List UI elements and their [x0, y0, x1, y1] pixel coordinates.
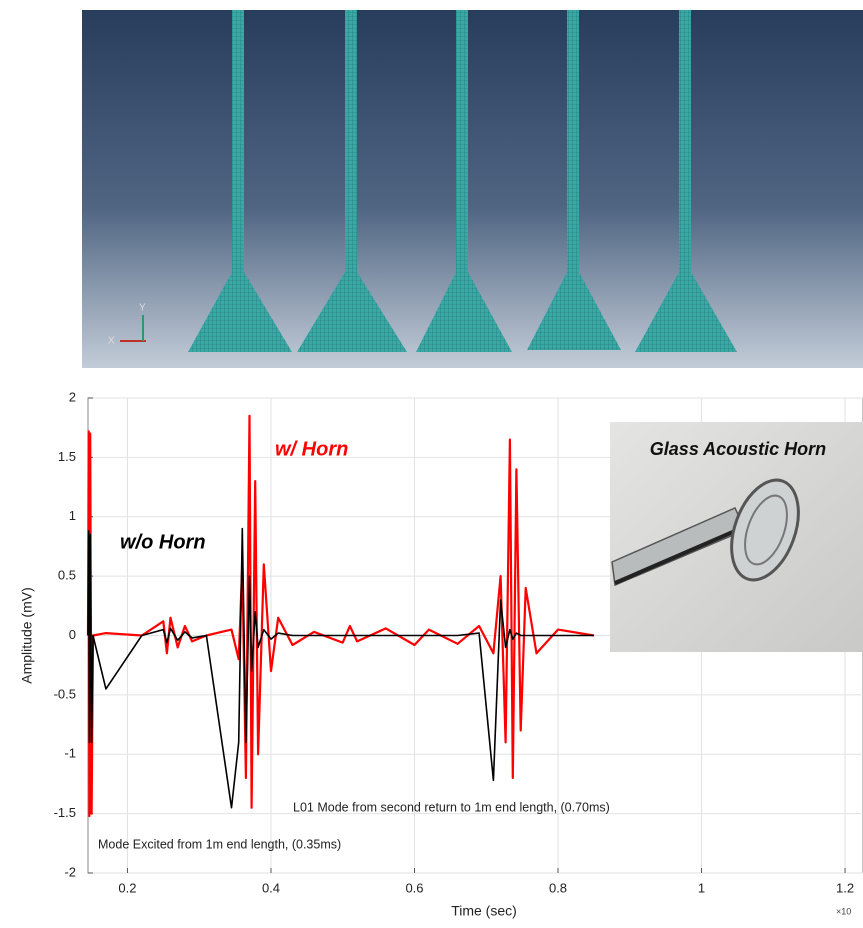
axis-label: X [108, 336, 115, 347]
axis-label: Y [139, 303, 146, 314]
y-tick-label: 1 [69, 508, 76, 523]
horn [527, 10, 621, 350]
inset-title: Glass Acoustic Horn [650, 439, 826, 459]
x-tick-label: 1.2 [836, 880, 854, 895]
x-tick-label: 0.4 [262, 880, 280, 895]
y-tick-label: 0.5 [58, 568, 76, 583]
y-tick-label: -2 [64, 864, 76, 879]
y-tick-label: -1.5 [54, 805, 76, 820]
y-tick-label: -0.5 [54, 686, 76, 701]
axis-multiplier: ×10 [836, 906, 851, 916]
x-tick-label: 0.2 [118, 880, 136, 895]
x-tick-label: 0.6 [405, 880, 423, 895]
render-panel: X Y [82, 10, 863, 368]
glass-bell [730, 478, 800, 582]
x-tick-label: 0.8 [549, 880, 567, 895]
horn [416, 10, 512, 352]
glass-tube-shadow [614, 526, 743, 585]
annotation: Mode Excited from 1m end length, (0.35ms… [98, 837, 341, 851]
series-label: w/ Horn [275, 438, 348, 460]
y-tick-label: 1.5 [58, 449, 76, 464]
y-tick-label: -1 [64, 746, 76, 761]
y-tick-label: 0 [69, 627, 76, 642]
glass-bell-inner [744, 494, 788, 566]
axis-title: Time (sec) [451, 903, 517, 919]
signal-line [87, 527, 594, 809]
horn [635, 10, 737, 352]
axis-title: Amplitude (mV) [19, 587, 35, 683]
annotation: L01 Mode from second return to 1m end le… [293, 800, 610, 814]
horns [188, 10, 737, 352]
chart: -2 -1.5 -1 -0.5 0 0.5 1 1.5 2 0.2 0.4 0.6 0.8 1 1.2 w/ … [19, 389, 863, 919]
inset-photo: Glass Acoustic Horn [610, 422, 863, 652]
series-label: w/o Horn [120, 531, 206, 553]
y-tick-label: 2 [69, 389, 76, 404]
horn [188, 10, 292, 352]
x-tick-label: 1 [698, 880, 705, 895]
horn [297, 10, 407, 352]
